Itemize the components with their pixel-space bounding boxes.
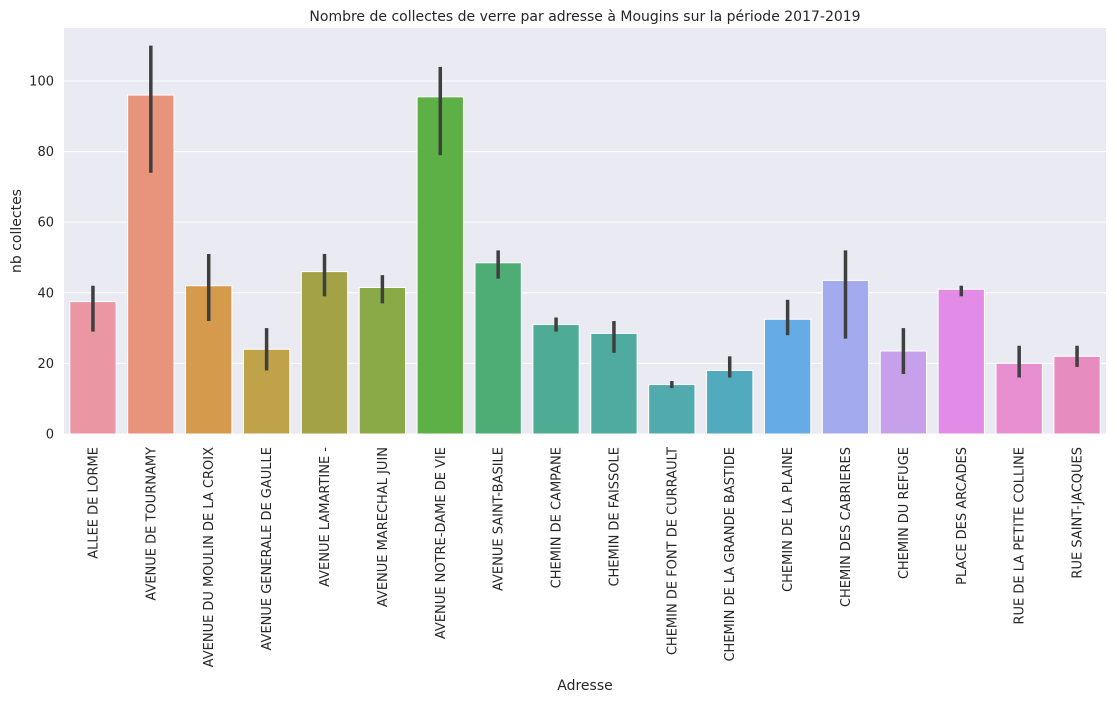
x-tick-label: CHEMIN DE LA GRANDE BASTIDE (723, 447, 738, 662)
x-tick-label: AVENUE GENERALE DE GAULLE (260, 447, 275, 651)
x-tick-label: AVENUE NOTRE-DAME DE VIE (434, 447, 449, 639)
bar (474, 262, 522, 435)
x-tick-label: CHEMIN DE LA PLAINE (781, 447, 796, 592)
error-bars (91, 45, 1079, 389)
x-tick-label: AVENUE MARECHAL JUIN (376, 447, 391, 607)
bars (69, 94, 1101, 435)
y-tick-label: 60 (37, 216, 54, 231)
y-axis-label: nb collectes (9, 189, 25, 273)
x-tick-label: CHEMIN DE FONT DE CURRAULT (665, 447, 680, 655)
bar (648, 384, 696, 435)
grid-lines (64, 80, 1106, 435)
x-tick-label: AVENUE SAINT-BASILE (492, 447, 507, 591)
x-tick-label: CHEMIN DE CAMPANE (550, 447, 565, 588)
y-tick-label: 100 (29, 74, 54, 89)
plot-background (64, 28, 1106, 434)
x-tick-label: AVENUE DU MOULIN DE LA CROIX (202, 447, 217, 667)
y-tick-label: 80 (37, 145, 54, 160)
x-tick-label: PLACE DES ARCADES (955, 447, 970, 585)
x-tick-label: RUE SAINT-JACQUES (1071, 447, 1086, 579)
bar (706, 369, 754, 435)
x-tick-label: ALLEE DE LORME (86, 447, 101, 559)
x-tick-label: AVENUE LAMARTINE - (318, 447, 333, 587)
bar (1053, 355, 1101, 435)
x-tick-label: CHEMIN DES CABRIERES (839, 447, 854, 607)
y-tick-label: 20 (37, 357, 54, 372)
x-axis-label: Adresse (557, 678, 612, 694)
y-tick-label: 40 (37, 286, 54, 301)
bar (937, 288, 985, 435)
bar (358, 286, 407, 435)
y-tick-label: 0 (46, 428, 54, 443)
bar (532, 324, 580, 435)
x-tick-label: AVENUE DE TOURNAMY (144, 447, 159, 601)
y-tick-labels: 0 20 40 60 80 100 (29, 74, 54, 442)
chart-title: Nombre de collectes de verre par adresse… (309, 9, 860, 25)
x-tick-labels: ALLEE DE LORME AVENUE DE TOURNAMY AVENUE D… (86, 447, 1085, 668)
bar (300, 271, 349, 435)
x-tick-label: RUE DE LA PETITE COLLINE (1013, 447, 1028, 625)
x-tick-label: CHEMIN DU REFUGE (897, 447, 912, 579)
bar (763, 318, 812, 435)
x-tick-label: CHEMIN DE FAISSOLE (607, 447, 622, 587)
